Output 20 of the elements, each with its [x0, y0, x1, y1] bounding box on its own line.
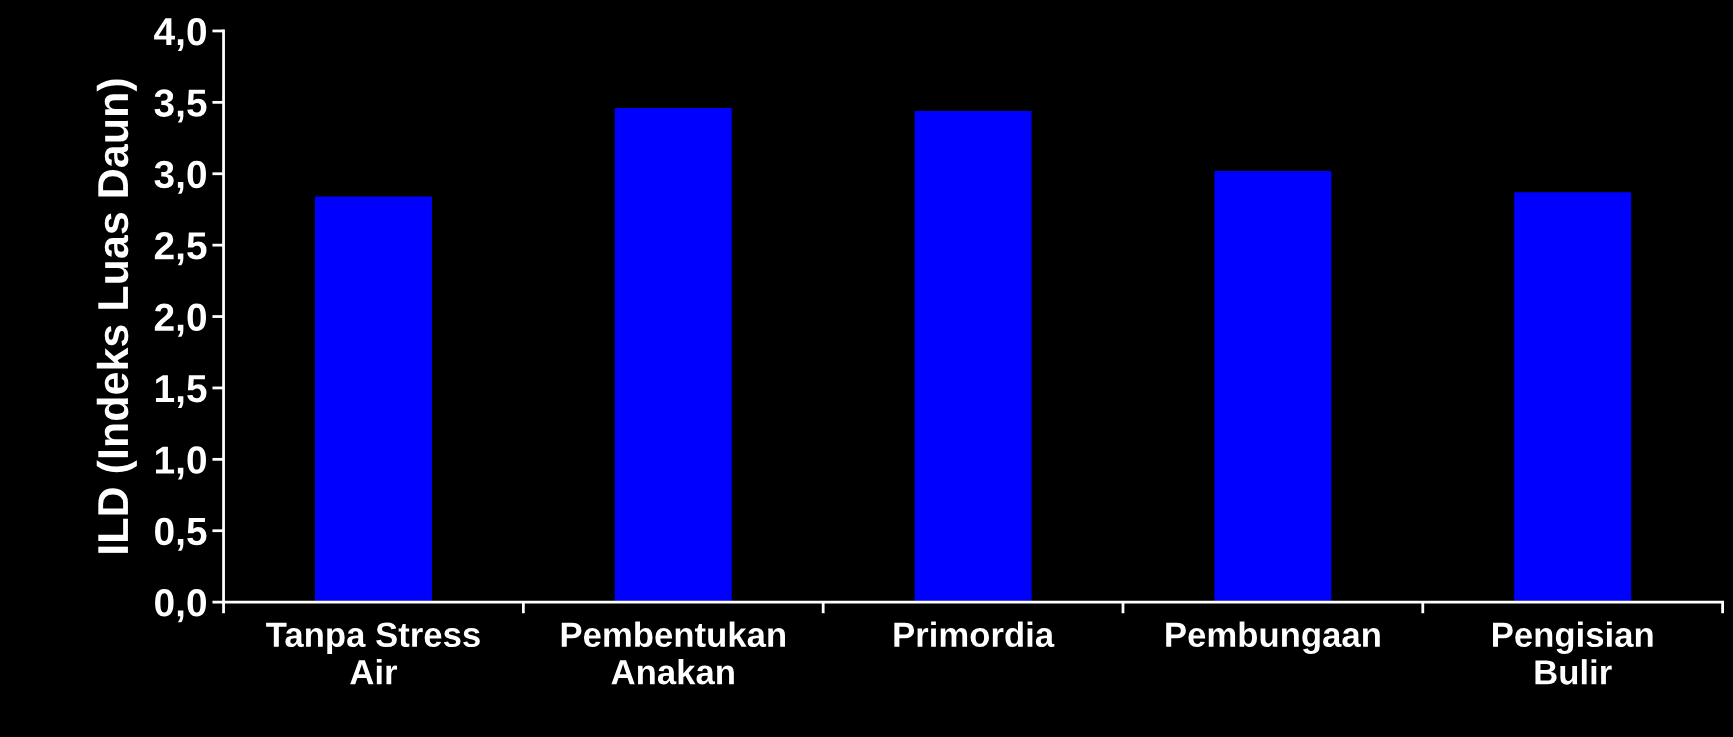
- bar: [614, 108, 732, 603]
- y-tick-label: 4,0: [154, 17, 206, 52]
- x-tick-label: Pembungaan: [1166, 621, 1380, 655]
- y-tick-label: 3,5: [154, 89, 207, 123]
- bar: [315, 196, 432, 603]
- y-axis-title: ILD (Indeks Luas Daun): [96, 79, 137, 553]
- y-tick-label: 2,0: [154, 303, 206, 337]
- x-tick-label: Pengisian Bulir: [1493, 621, 1653, 685]
- y-tick-label: 3,0: [154, 160, 206, 194]
- x-tick-label: Primordia: [894, 621, 1055, 648]
- bar: [1214, 170, 1332, 603]
- y-tick-label: 0,5: [155, 517, 207, 551]
- y-tick-label: 1,5: [155, 375, 207, 409]
- bar: [914, 110, 1032, 603]
- bar: [1514, 192, 1632, 603]
- y-tick-label: 2,5: [154, 232, 207, 266]
- y-tick-label: 0,0: [155, 589, 206, 623]
- x-tick-label: Tanpa Stress Air: [266, 622, 480, 685]
- y-tick-label: 1,0: [155, 446, 206, 480]
- x-tick-label: Pembentukan Anakan: [561, 621, 785, 685]
